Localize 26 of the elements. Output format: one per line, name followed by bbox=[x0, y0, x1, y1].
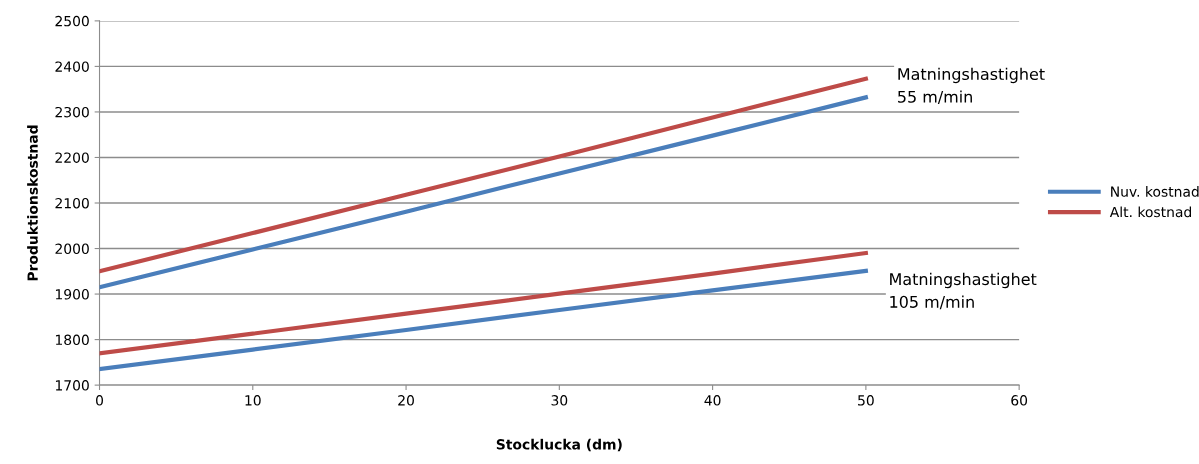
annotation: Matningshastighet 55 m/min bbox=[898, 67, 1045, 105]
line-series bbox=[99, 95, 868, 290]
x-tick-label: 40 bbox=[704, 395, 721, 406]
annotation: Matningshastighet 105 m/min bbox=[890, 272, 1037, 310]
x-tick-label: 60 bbox=[1011, 395, 1028, 406]
y-tick-label: 2100 bbox=[55, 197, 89, 209]
x-tick-label: 30 bbox=[551, 395, 568, 406]
y-tick-label: 1700 bbox=[55, 380, 89, 391]
legend-label: Alt. kostnad bbox=[1109, 206, 1191, 218]
line-series bbox=[99, 268, 868, 372]
y-tick-label: 2000 bbox=[55, 243, 89, 254]
y-tick-label: 2500 bbox=[55, 15, 89, 27]
x-tick-label: 50 bbox=[858, 395, 874, 406]
legend-label: Nuv. kostnad bbox=[1111, 186, 1199, 197]
line-series bbox=[99, 76, 868, 274]
x-tick-label: 0 bbox=[96, 395, 104, 406]
y-tick-label: 1900 bbox=[55, 289, 89, 300]
y-axis-title: Produktionskostnad bbox=[27, 125, 38, 281]
y-tick-label: 2400 bbox=[55, 61, 89, 72]
y-tick-label: 1800 bbox=[55, 334, 89, 346]
x-axis-title: Stocklucka (dm) bbox=[496, 438, 622, 452]
line-series bbox=[99, 250, 868, 356]
x-tick-label: 20 bbox=[398, 395, 414, 406]
y-tick-label: 2200 bbox=[55, 152, 89, 163]
y-tick-label: 2300 bbox=[55, 106, 89, 118]
x-tick-label: 10 bbox=[245, 395, 261, 406]
